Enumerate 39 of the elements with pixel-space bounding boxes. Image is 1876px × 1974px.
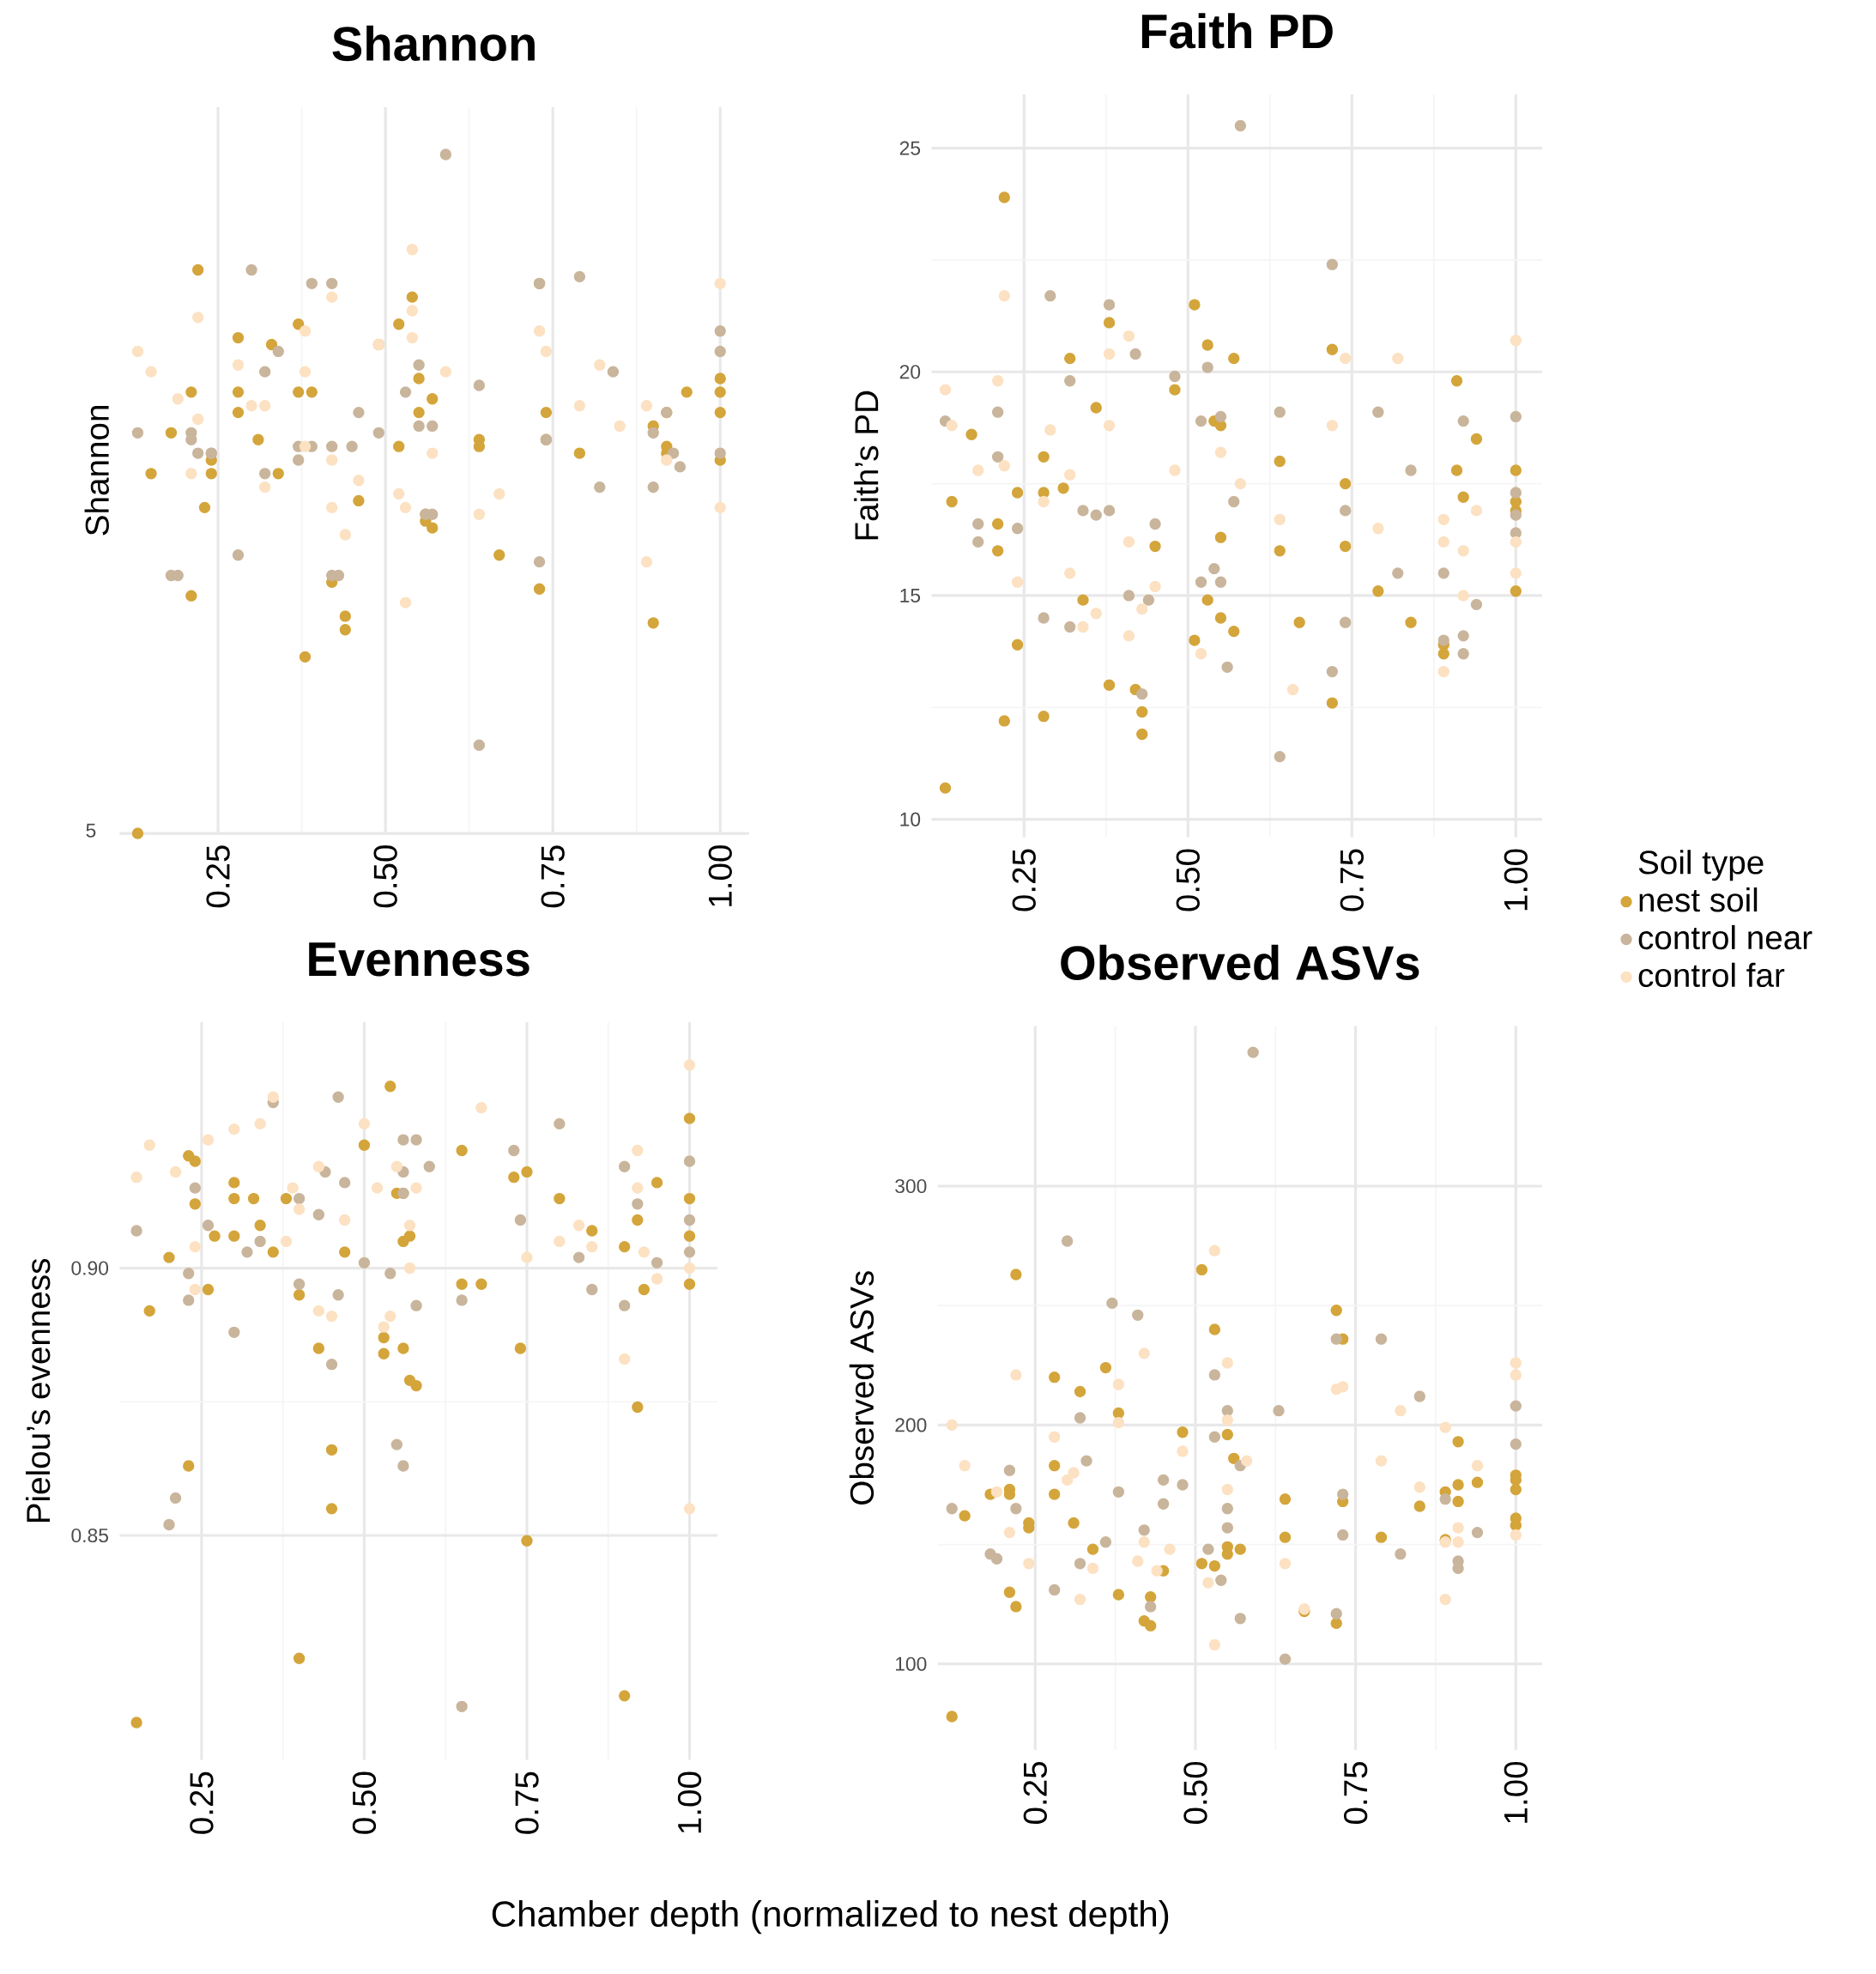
x-tick-label: 0.25	[190, 1771, 214, 1834]
y-tick-label: 300	[895, 1178, 927, 1194]
x-tick-label: 0.75	[1344, 1762, 1368, 1825]
legend-label: nest soil	[1639, 887, 1758, 912]
x-tick-label: 1.00	[1504, 849, 1528, 911]
x-tick-label: 0.75	[541, 845, 566, 908]
x-tick-label: 0.50	[1183, 1761, 1207, 1825]
y-axis-title: Observed ASVs	[849, 1271, 874, 1505]
x-tick-label: 0.75	[1340, 849, 1365, 911]
chart-title: Shannon	[332, 25, 536, 62]
y-axis-title: Pielou’s evenness	[26, 1258, 51, 1523]
y-tick-label: 10	[900, 812, 921, 827]
y-axis-title: Shannon	[84, 406, 110, 536]
y-axis-title: Faith’s PD	[854, 391, 879, 540]
legend-label: control near	[1638, 924, 1812, 950]
x-tick-label: 1.00	[1504, 1761, 1528, 1823]
chart-title: Faith PD	[1142, 13, 1334, 49]
x-tick-label: 1.00	[708, 845, 733, 906]
x-axis-title: Chamber depth (normalized to nest depth)	[492, 1900, 1169, 1935]
y-tick-label: 0.90	[71, 1261, 109, 1275]
y-tick-label: 15	[900, 588, 921, 602]
y-tick-label: 200	[895, 1418, 927, 1432]
x-tick-label: 0.50	[373, 845, 398, 908]
y-tick-label: 25	[900, 141, 921, 155]
y-tick-label: 0.85	[71, 1528, 109, 1543]
y-tick-label: 100	[896, 1656, 927, 1671]
chart-title: Evenness	[309, 942, 530, 977]
x-tick-label: 0.75	[515, 1771, 539, 1834]
x-tick-label: 1.00	[678, 1771, 702, 1833]
chart-title: Observed ASVs	[1061, 944, 1419, 981]
x-tick-label: 0.25	[1012, 849, 1037, 911]
x-tick-label: 0.25	[206, 845, 230, 908]
y-tick-label: 20	[900, 365, 921, 379]
legend-title: Soil type	[1639, 850, 1764, 881]
legend-label: control far	[1638, 962, 1785, 988]
x-tick-label: 0.50	[1176, 849, 1201, 911]
x-tick-label: 0.50	[353, 1771, 377, 1834]
text: 5	[86, 823, 96, 838]
x-tick-label: 0.25	[1023, 1762, 1048, 1825]
